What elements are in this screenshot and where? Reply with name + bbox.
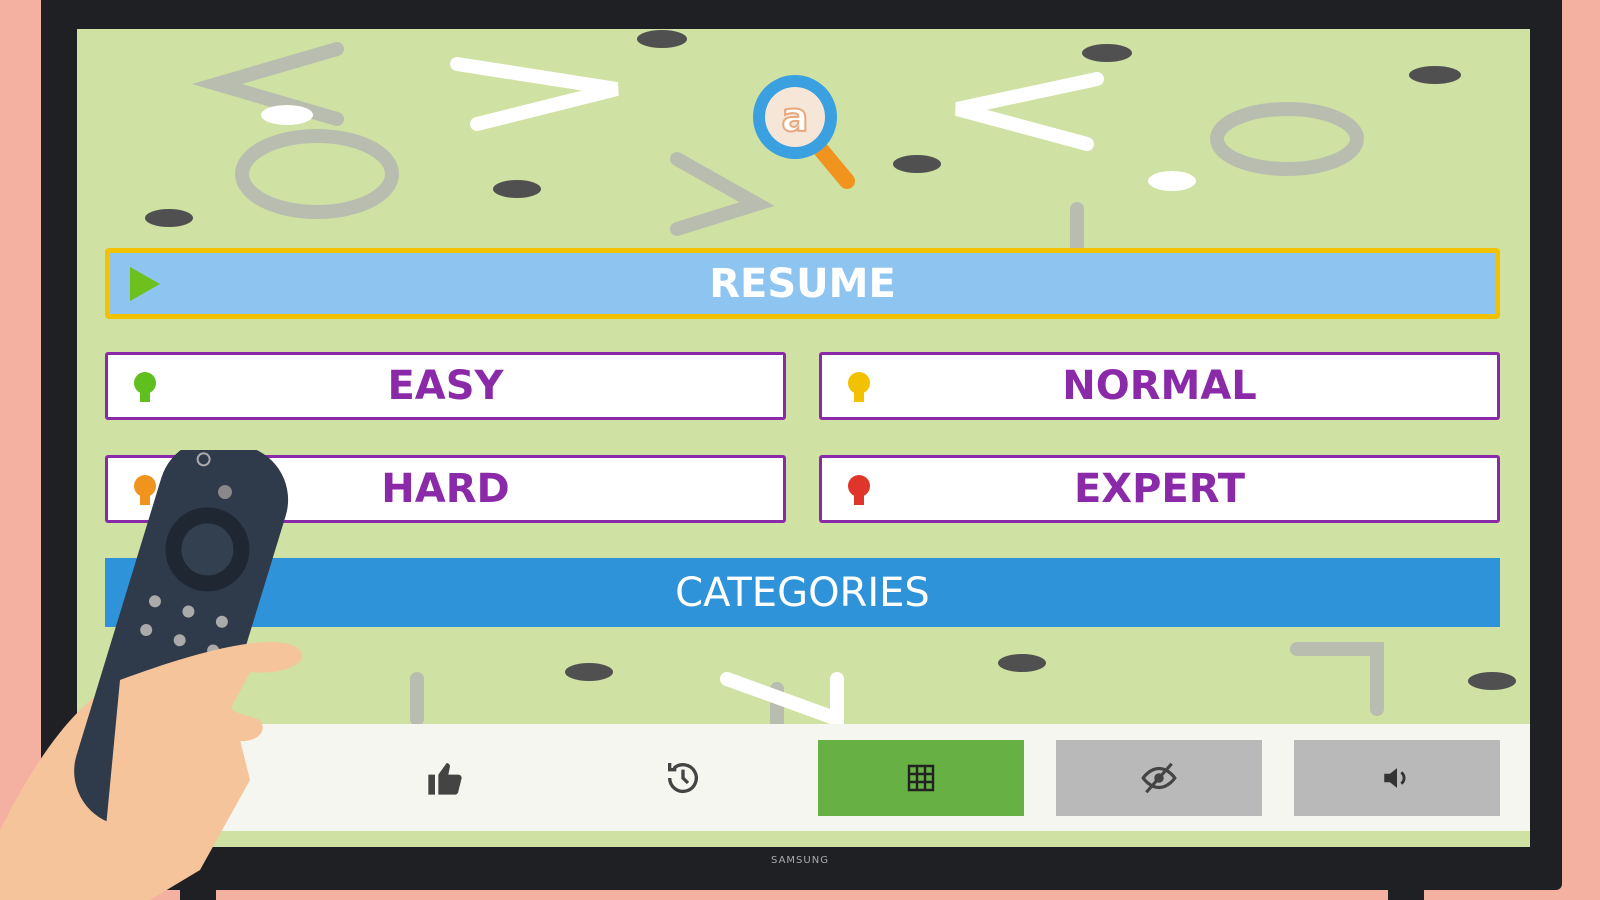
hard-label: HARD <box>381 466 510 512</box>
hand-holding-remote-illustration <box>0 450 302 900</box>
tv-brand-label: SAMSUNG <box>771 855 829 866</box>
tv-leg <box>1388 885 1424 900</box>
visibility-toggle-button[interactable] <box>1056 740 1262 816</box>
normal-button[interactable]: NORMAL <box>819 352 1500 420</box>
app-logo-magnifier-icon: a <box>753 75 855 189</box>
expert-button[interactable]: EXPERT <box>819 455 1500 523</box>
bottom-toolbar <box>77 724 1530 831</box>
history-icon <box>668 763 698 794</box>
game-screen: a RESUME EASY NORMAL HARD EXPERT CATEGOR… <box>77 29 1530 847</box>
grid-toggle-button[interactable] <box>818 740 1024 816</box>
thumbs-up-icon <box>428 763 462 795</box>
easy-button[interactable]: EASY <box>105 352 786 420</box>
easy-label: EASY <box>387 363 504 409</box>
eye-off-icon <box>1141 762 1177 794</box>
resume-label: RESUME <box>709 260 896 307</box>
normal-label: NORMAL <box>1062 363 1257 409</box>
expert-label: EXPERT <box>1073 466 1246 512</box>
rate-button[interactable] <box>342 740 548 816</box>
sound-toggle-button[interactable] <box>1294 740 1500 816</box>
grid-icon <box>907 764 935 792</box>
lightbulb-icon <box>134 475 156 505</box>
categories-button[interactable]: CATEGORIES <box>105 558 1500 627</box>
history-button[interactable] <box>580 740 786 816</box>
resume-button[interactable]: RESUME <box>105 248 1500 319</box>
lightbulb-icon <box>134 372 156 402</box>
svg-text:a: a <box>782 95 809 141</box>
lightbulb-icon <box>848 475 870 505</box>
tv-leg <box>180 885 216 900</box>
volume-icon <box>1384 768 1406 788</box>
categories-label: CATEGORIES <box>675 569 930 616</box>
lightbulb-icon <box>848 372 870 402</box>
play-icon <box>130 267 160 301</box>
